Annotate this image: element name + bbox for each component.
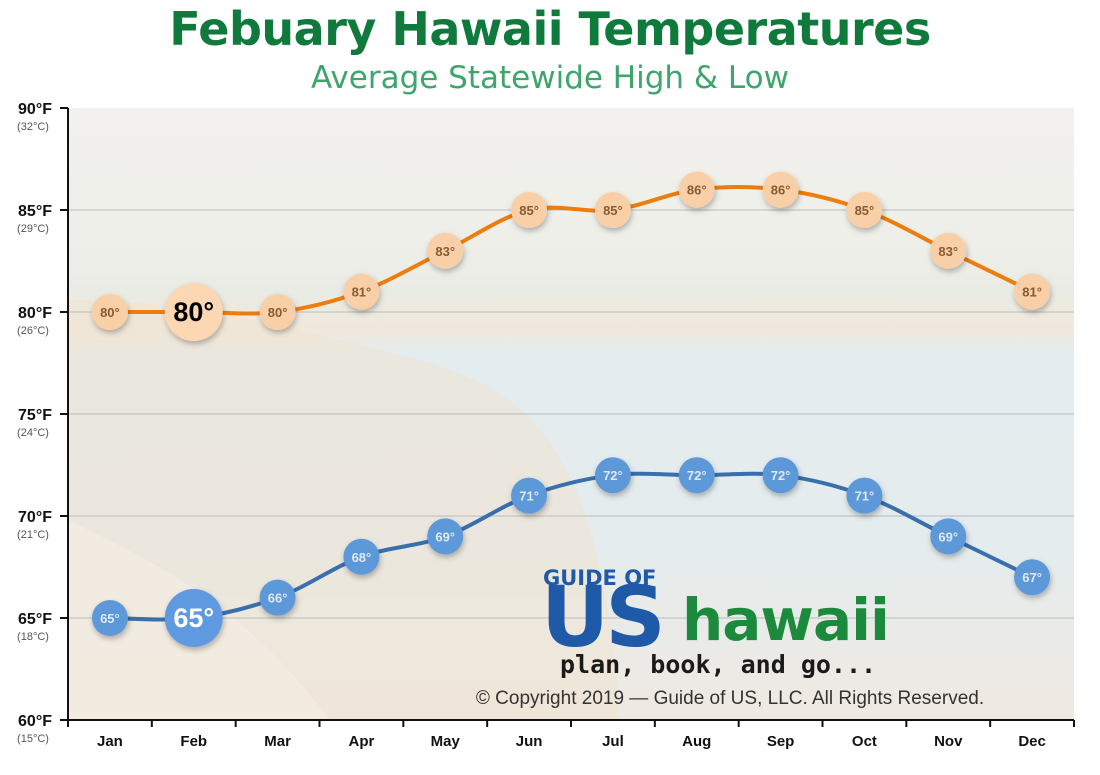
chart-title: Febuary Hawaii Temperatures	[169, 2, 931, 56]
logo-us: US	[541, 568, 666, 666]
y-tick-label-f: 70°F	[18, 509, 52, 526]
high-point	[164, 283, 223, 341]
x-tick-label: Nov	[934, 733, 963, 750]
y-tick-label-f: 60°F	[18, 713, 52, 730]
low-data-label: 69°	[435, 529, 455, 544]
x-tick-label: Feb	[180, 733, 207, 750]
high-data-label: 85°	[519, 203, 539, 218]
low-data-label: 68°	[352, 550, 372, 565]
high-data-label: 85°	[603, 203, 623, 218]
high-point	[846, 192, 883, 228]
high-data-label: 81°	[352, 285, 372, 300]
y-tick-label-c: (21°C)	[17, 529, 49, 541]
low-point	[91, 600, 128, 636]
y-tick-label-f: 65°F	[18, 611, 52, 628]
high-data-label: 86°	[771, 183, 791, 198]
low-data-label: 72°	[771, 468, 791, 483]
low-point	[762, 457, 799, 494]
y-axis: 90°F (32°C) 85°F (29°C) 80°F (26°C) 75°F (24°C)…	[17, 101, 69, 745]
low-point	[678, 457, 715, 494]
high-data-label: 80°	[100, 305, 120, 320]
logo-hawaii: hawaii	[682, 586, 890, 654]
chart-subtitle: Average Statewide High & Low	[311, 60, 789, 96]
high-point	[762, 171, 799, 208]
low-data-label: 65°	[173, 603, 214, 633]
series-layer: 80° 80° 80° 81° 83° 85° 85° 86° 86° 85° 83° 81° 65° 6…	[91, 171, 1051, 647]
y-tick-label-c: (29°C)	[17, 223, 49, 235]
low-point	[427, 518, 464, 555]
high-data-label: 81°	[1022, 285, 1042, 300]
low-point	[259, 579, 296, 616]
x-tick-label: May	[431, 733, 461, 750]
y-tick-label-c: (15°C)	[17, 733, 49, 745]
x-tick-label: Dec	[1018, 733, 1046, 750]
x-tick-label: Oct	[852, 733, 877, 750]
x-tick-label: Aug	[682, 733, 711, 750]
high-point	[427, 232, 464, 269]
y-tick-label-c: (18°C)	[17, 631, 49, 643]
low-point	[930, 518, 967, 555]
logo-guide-of: GUIDE OF	[543, 566, 657, 590]
y-tick-label-f: 90°F	[18, 101, 52, 118]
y-tick-label-c: (26°C)	[17, 325, 49, 337]
high-point	[511, 192, 548, 228]
high-data-label: 83°	[938, 244, 958, 259]
high-point	[678, 171, 715, 208]
copyright-text: © Copyright 2019 — Guide of US, LLC. All…	[475, 688, 985, 709]
x-tick-label: Apr	[348, 733, 374, 750]
high-data-label: 85°	[855, 203, 875, 218]
low-data-label: 72°	[603, 468, 623, 483]
y-tick-label-f: 85°F	[18, 203, 52, 220]
y-tick-label-c: (32°C)	[17, 121, 49, 133]
low-point	[1014, 559, 1051, 596]
high-data-label: 83°	[435, 244, 455, 259]
high-point	[930, 232, 967, 269]
low-data-label: 65°	[100, 611, 120, 626]
low-data-label: 72°	[687, 468, 707, 483]
low-point	[343, 538, 380, 575]
y-tick-label-f: 75°F	[18, 407, 52, 424]
x-tick-label: Jan	[97, 733, 123, 750]
low-point	[511, 477, 548, 514]
x-tick-label: Mar	[264, 733, 291, 750]
low-data-label: 71°	[519, 489, 539, 504]
low-data-label: 69°	[938, 529, 958, 544]
x-tick-label: Sep	[767, 733, 795, 750]
low-point	[594, 457, 631, 494]
high-data-label: 80°	[173, 297, 214, 327]
high-point	[343, 273, 380, 310]
logo-tagline: plan, book, and go...	[560, 650, 877, 679]
low-point	[846, 477, 883, 514]
high-point	[91, 294, 128, 330]
low-data-label: 66°	[268, 591, 288, 606]
high-point	[594, 192, 631, 228]
x-tick-label: Jun	[516, 733, 543, 750]
high-point	[1014, 273, 1051, 310]
y-tick-label-f: 80°F	[18, 305, 52, 322]
low-data-label: 67°	[1022, 570, 1042, 585]
high-data-label: 80°	[268, 305, 288, 320]
x-tick-label: Jul	[602, 733, 624, 750]
low-data-label: 71°	[855, 489, 875, 504]
low-point	[164, 589, 223, 647]
x-axis: Jan Feb Mar Apr May Jun Jul Aug Sep Oct Nov Dec	[67, 719, 1075, 750]
y-tick-label-c: (24°C)	[17, 427, 49, 439]
high-point	[259, 294, 296, 330]
high-data-label: 86°	[687, 183, 707, 198]
